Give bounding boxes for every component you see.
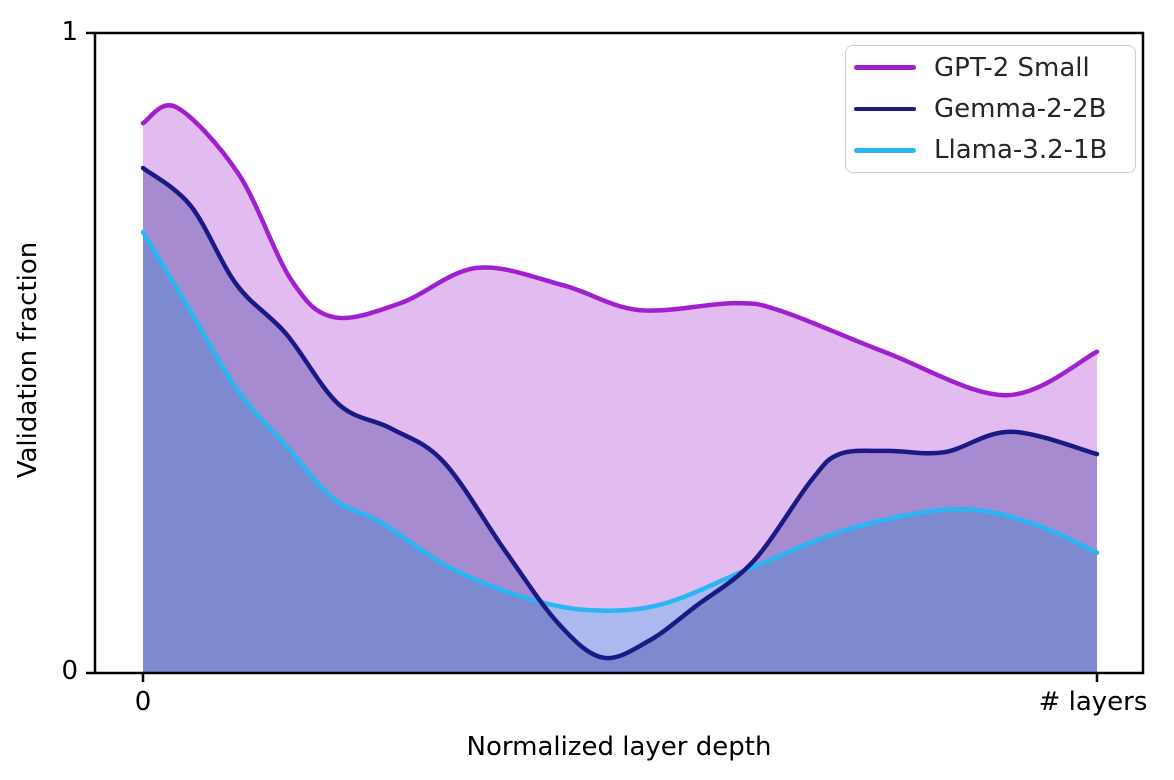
series-line-llama-3-2-1b bbox=[140, 229, 1100, 613]
legend-line-swatch-llama-3-2-1b bbox=[854, 148, 916, 153]
series-fill-llama-3-2-1b bbox=[143, 232, 1097, 673]
legend-label: Llama-3.2-1B bbox=[934, 135, 1108, 166]
legend: GPT-2 Small Gemma-2-2B Llama-3.2-1B bbox=[845, 45, 1136, 173]
series-line-gemma-2-2b bbox=[140, 165, 1100, 661]
series-line-gpt-2-small bbox=[140, 103, 1100, 398]
axes-spines bbox=[86, 31, 1145, 682]
legend-line-swatch-gpt-2-small bbox=[854, 65, 916, 70]
series-lines bbox=[140, 103, 1100, 661]
legend-line-swatch-gemma-2-2b bbox=[854, 106, 916, 112]
ytick-label-0: 0 bbox=[61, 656, 78, 686]
legend-entry-gemma-2-2b: Gemma-2-2B bbox=[846, 88, 1135, 129]
legend-label: Gemma-2-2B bbox=[934, 93, 1107, 124]
xtick-label-0: 0 bbox=[134, 687, 152, 717]
area-fills bbox=[143, 105, 1097, 673]
y-axis-title: Validation fraction bbox=[13, 241, 43, 479]
x-axis-title: Normalized layer depth bbox=[466, 732, 772, 762]
series-fill-gemma-2-2b bbox=[143, 168, 1097, 673]
legend-entry-gpt-2-small: GPT-2 Small bbox=[846, 47, 1135, 88]
legend-entry-llama-3-2-1b: Llama-3.2-1B bbox=[846, 130, 1135, 171]
legend-label: GPT-2 Small bbox=[934, 52, 1090, 83]
plot-box-spine bbox=[93, 31, 1145, 675]
xtick-label-layers: # layers bbox=[1038, 687, 1148, 717]
series-fill-gpt-2-small bbox=[143, 105, 1097, 673]
ytick-label-1: 1 bbox=[61, 17, 78, 47]
